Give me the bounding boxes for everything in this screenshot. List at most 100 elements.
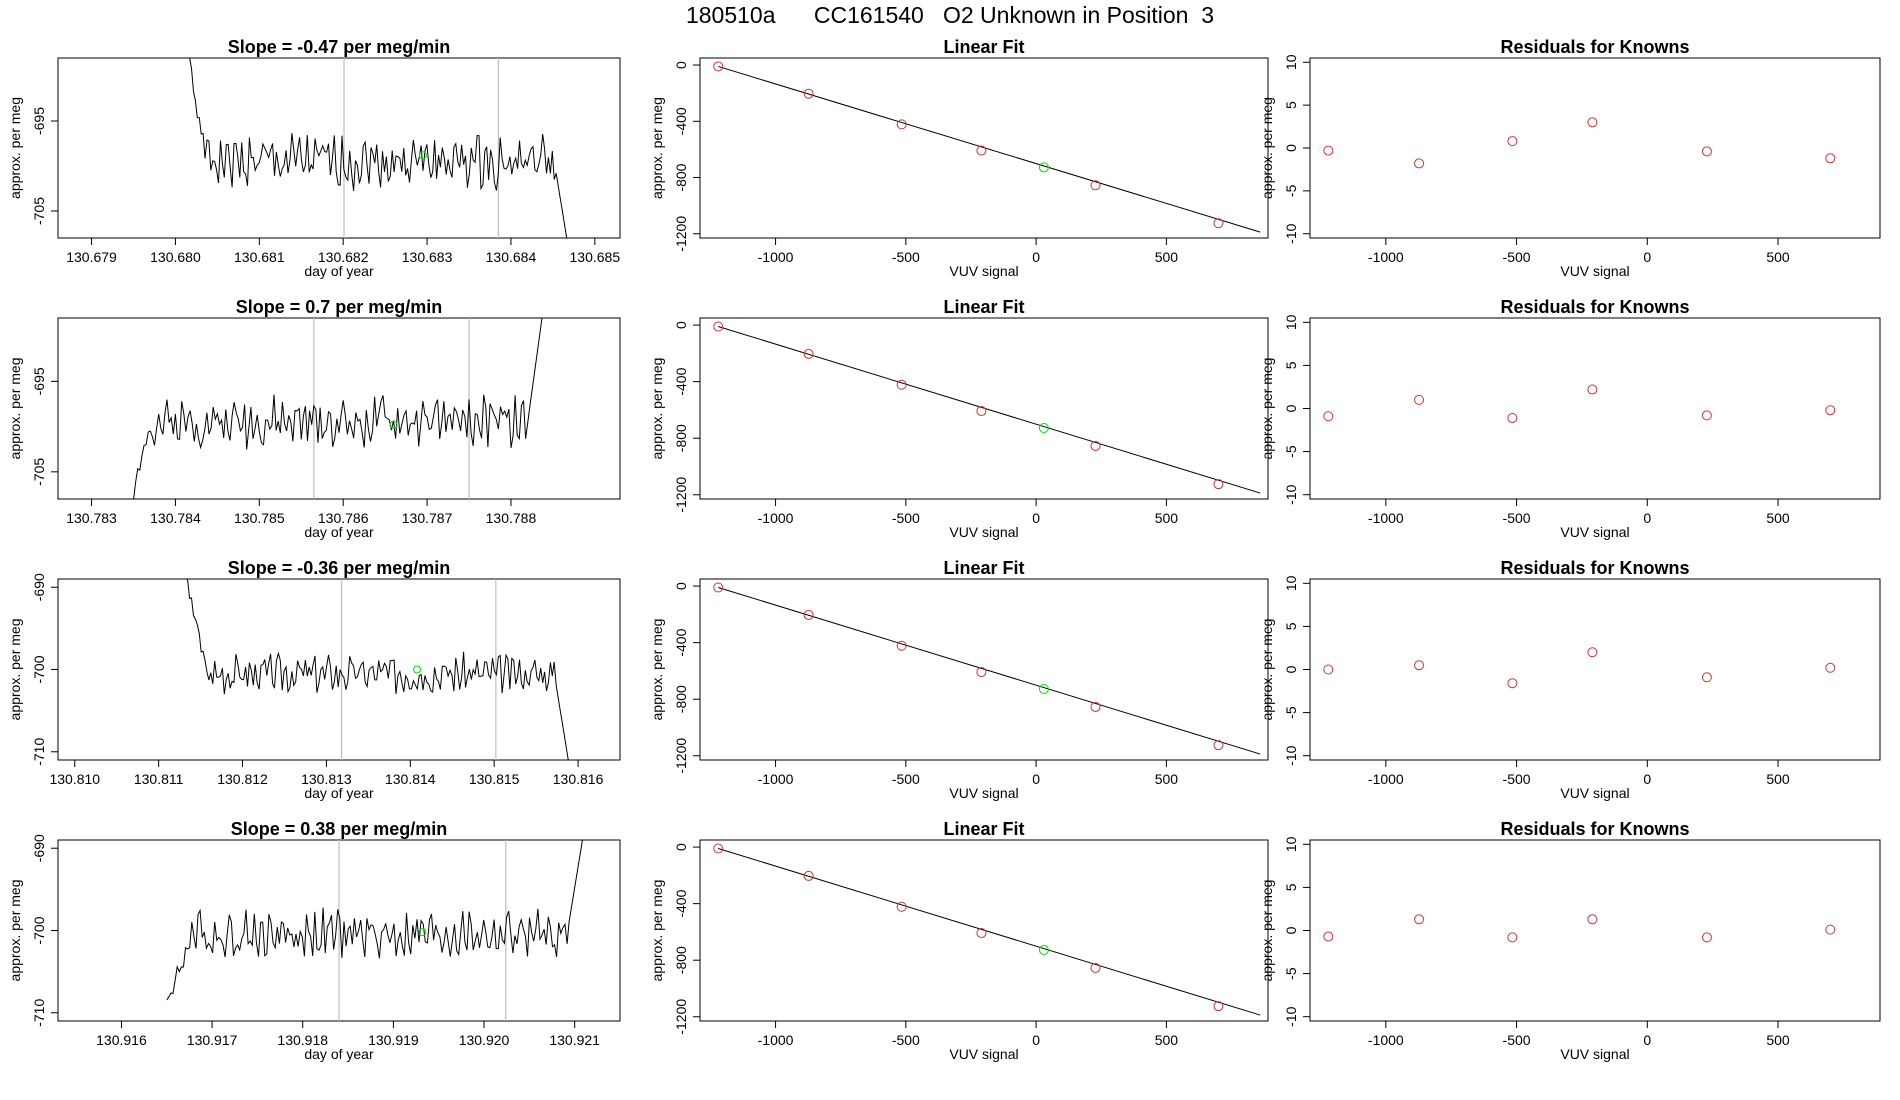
x-tick-label: 130.921 [549,1032,600,1048]
x-axis-label: VUV signal [949,524,1018,540]
x-tick-label: 0 [1643,771,1651,787]
y-tick-label: -705 [31,458,47,486]
x-tick-label: -1000 [1368,771,1404,787]
plot-frame [1309,57,1881,239]
known-point [713,582,724,593]
x-tick-label: -500 [892,1032,920,1048]
y-axis-label: approx. per meg [1259,619,1275,721]
x-tick-label: 130.682 [318,249,369,265]
x-tick-label: 130.917 [187,1032,238,1048]
y-tick-label: -800 [673,424,689,452]
unknown-point [1038,945,1049,956]
x-axis-label: VUV signal [949,1046,1018,1062]
y-tick-label: 5 [1283,101,1299,109]
y-tick-label: -700 [31,655,47,683]
x-axis-label: day of year [304,1046,374,1062]
y-tick-label: -695 [31,367,47,395]
panel-title: Residuals for Knowns [1500,37,1689,57]
plot-area [1323,117,1836,169]
y-axis-label: approx. per meg [1259,880,1275,982]
known-point [1825,405,1836,416]
y-tick-label: 5 [1283,883,1299,891]
x-tick-label: -500 [892,771,920,787]
known-point [1701,146,1712,157]
known-point [1090,440,1101,451]
y-tick-label: -5 [1283,967,1299,980]
y-axis-label: approx. per meg [649,619,665,721]
y-tick-label: 0 [1283,665,1299,673]
known-point [803,870,814,881]
plot-frame [699,317,1269,500]
known-point [1323,411,1334,422]
y-tick-label: -710 [31,999,47,1027]
x-tick-label: -500 [1503,771,1531,787]
plot-area [189,58,568,238]
y-tick-label: -700 [31,916,47,944]
known-point [1701,410,1712,421]
x-tick-label: -500 [1503,510,1531,526]
x-axis-label: VUV signal [1560,524,1629,540]
unknown-point [1038,162,1049,173]
panel-title: Linear Fit [943,297,1024,317]
unknown-point [413,665,422,674]
x-tick-label: 0 [1032,510,1040,526]
y-tick-label: 5 [1283,361,1299,369]
x-tick-label: 0 [1032,1032,1040,1048]
plot-area [186,579,569,760]
x-tick-label: -1000 [758,510,794,526]
y-axis-label: approx. per meg [649,97,665,199]
fit-line [718,587,1261,755]
y-tick-label: -690 [31,573,47,601]
plot-area [713,61,1261,233]
x-axis-label: day of year [304,524,374,540]
plot-frame [699,839,1269,1022]
plot-area [1323,384,1836,423]
known-point [1414,660,1425,671]
y-tick-label: -400 [673,889,689,917]
y-tick-label: -1200 [673,999,689,1035]
x-tick-label: 130.785 [234,510,285,526]
x-tick-label: 500 [1766,1032,1790,1048]
known-point [713,843,724,854]
x-tick-label: 130.816 [553,771,604,787]
x-tick-label: 130.919 [368,1032,419,1048]
x-tick-label: 130.684 [486,249,537,265]
y-tick-label: 10 [1283,836,1299,852]
unknown-point [418,928,427,937]
y-tick-label: -10 [1283,1006,1299,1026]
y-tick-label: -400 [673,367,689,395]
known-point [976,667,987,678]
x-tick-label: -1000 [1368,510,1404,526]
plot-frame [1309,839,1881,1022]
x-tick-label: 130.787 [402,510,453,526]
x-axis-label: VUV signal [1560,1046,1629,1062]
plot-frame [57,57,621,239]
known-point [976,406,987,417]
drift-trace [186,579,569,760]
known-point [1507,678,1518,689]
fit-line [718,326,1261,494]
plot-area [713,843,1261,1016]
x-tick-label: 130.916 [96,1032,147,1048]
panel-drift-1: Slope = -0.47 per meg/min 130.679 130.680 1… [7,37,621,279]
known-point [1825,153,1836,164]
drift-trace [189,58,568,238]
known-point [1323,145,1334,156]
known-point [1213,479,1224,490]
panel-title: Residuals for Knowns [1500,558,1689,578]
x-tick-label: 0 [1643,510,1651,526]
y-tick-label: 10 [1283,314,1299,330]
y-tick-label: -400 [673,107,689,135]
x-tick-label: 130.918 [277,1032,328,1048]
y-tick-label: 0 [1283,926,1299,934]
x-tick-label: 500 [1155,249,1179,265]
known-point [1213,218,1224,229]
y-tick-label: 0 [673,61,689,69]
fit-line [718,848,1261,1016]
x-axis-label: VUV signal [1560,263,1629,279]
x-tick-label: -1000 [1368,249,1404,265]
x-tick-label: 130.810 [49,771,100,787]
x-tick-label: 130.815 [469,771,520,787]
panel-title: Linear Fit [943,37,1024,57]
x-tick-label: 130.783 [66,510,117,526]
